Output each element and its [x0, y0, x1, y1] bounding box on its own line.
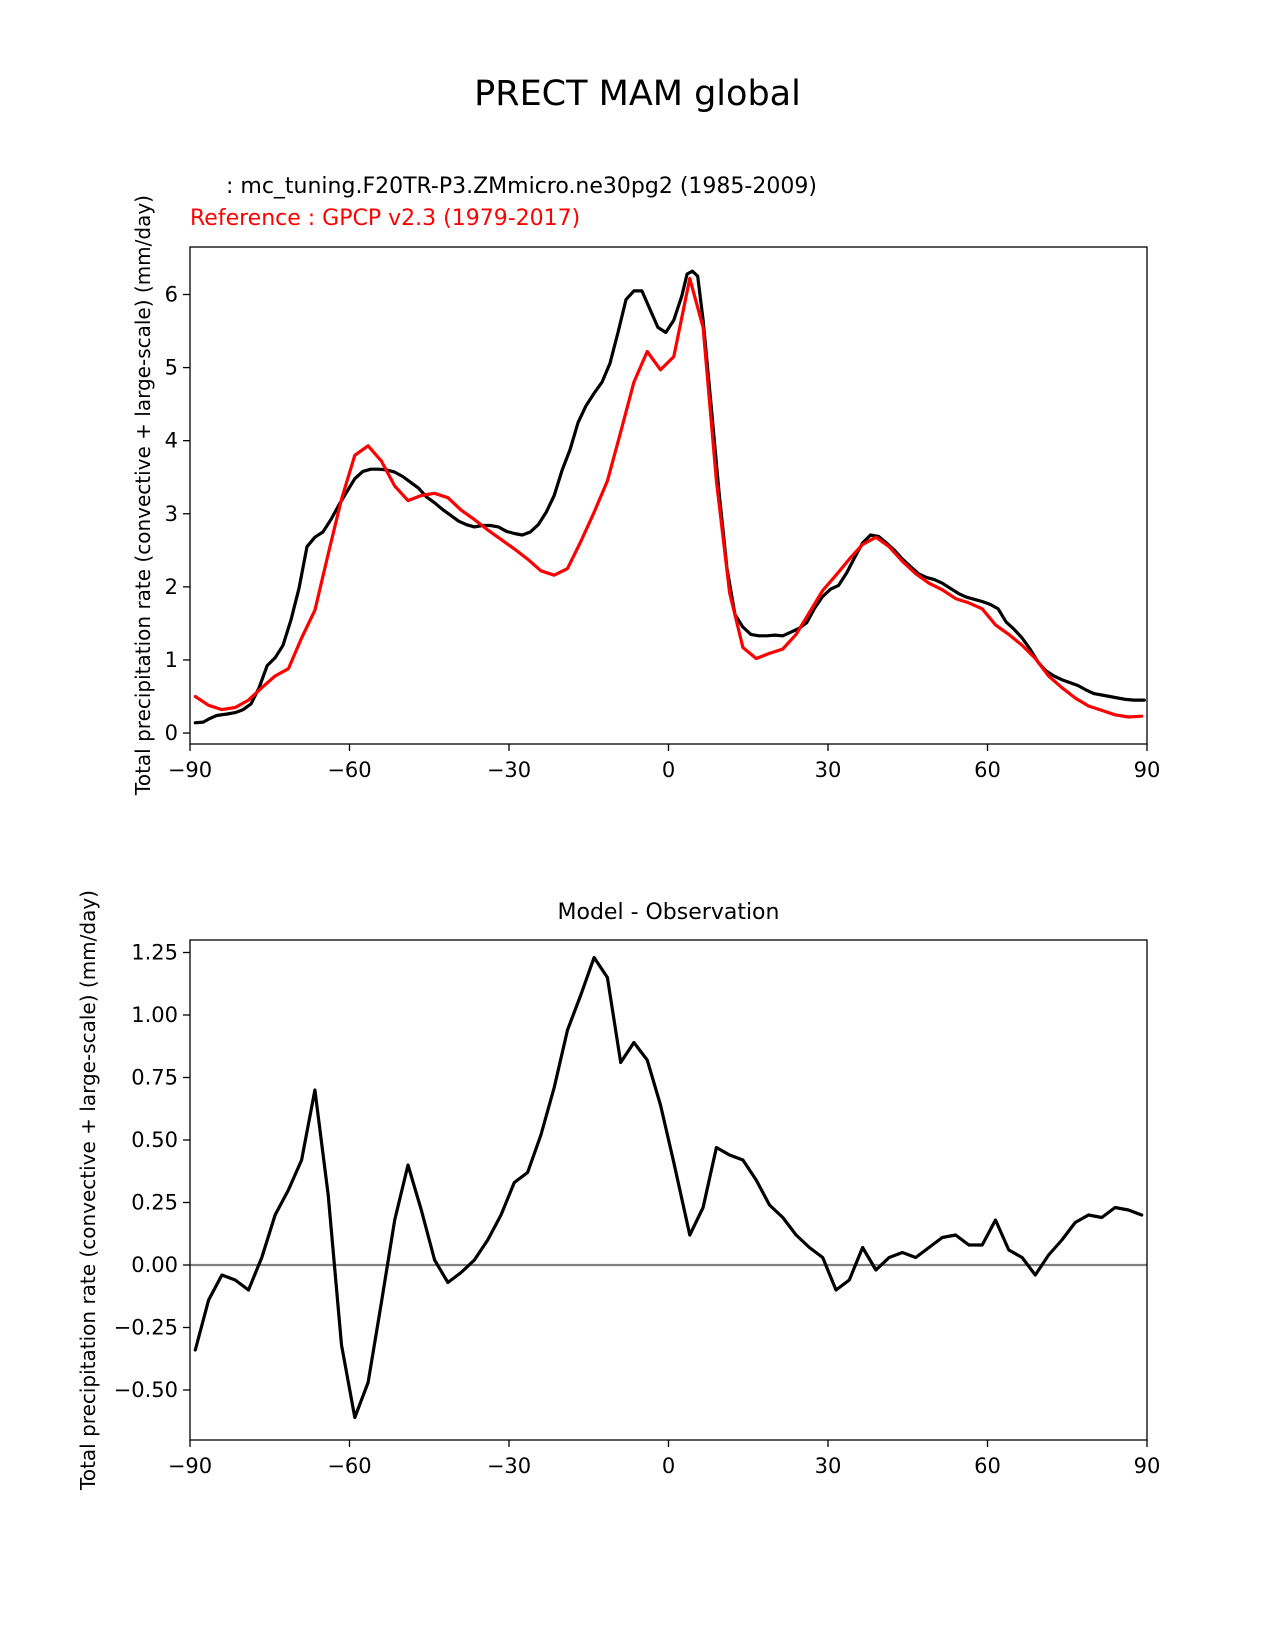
series-line-1: [193, 269, 1146, 725]
y-tick-label: 0.00: [131, 1253, 178, 1277]
x-tick-label: 90: [1134, 758, 1161, 782]
x-tick-label: −90: [168, 758, 212, 782]
y-tick-label: −0.50: [114, 1378, 178, 1402]
y-tick-label: 0.75: [131, 1066, 178, 1090]
figure-title: PRECT MAM global: [474, 74, 801, 114]
x-tick-label: −30: [487, 758, 531, 782]
series-line-2: [193, 276, 1144, 719]
y-tick-label: 2: [165, 575, 178, 599]
y-tick-label: 0.25: [131, 1191, 178, 1215]
x-tick-label: 90: [1134, 1454, 1161, 1478]
x-tick-label: 60: [974, 1454, 1001, 1478]
y-tick-label: 3: [165, 502, 178, 526]
y-axis-label: Total precipitation rate (convective + l…: [76, 890, 100, 1491]
y-tick-label: 0: [165, 721, 178, 745]
y-tick-label: 1.00: [131, 1003, 178, 1027]
y-tick-label: 1.25: [131, 941, 178, 965]
x-tick-label: 30: [815, 1454, 842, 1478]
panel-1: −90 −60 −30 0 30 60 90 0 1 2 3 4 5 6 Total precipitati…: [131, 195, 1160, 796]
test-label: : mc_tuning.F20TR-P3.ZMmicro.ne30pg2 (19…: [205, 174, 817, 199]
x-tick-label: 30: [815, 758, 842, 782]
x-tick-label: −60: [327, 1454, 371, 1478]
y-tick-label: 4: [165, 429, 178, 453]
axes-frame: [189, 939, 1148, 1441]
x-tick-label: 60: [974, 758, 1001, 782]
y-tick-label: −0.25: [114, 1316, 178, 1340]
diff-panel-title: Model - Observation: [557, 900, 780, 925]
y-tick-label: 0.50: [131, 1128, 178, 1152]
y-tick-label: 6: [165, 283, 178, 307]
y-tick-label: 1: [165, 648, 178, 672]
y-axis-label: Total precipitation rate (convective + l…: [131, 195, 155, 796]
panel-2: −90 −60 −30 0 30 60 90 −0.50 −0.25 0.00 0.25 0.50 0.…: [76, 890, 1160, 1491]
x-tick-label: 0: [662, 1454, 675, 1478]
x-tick-label: 0: [662, 758, 675, 782]
axes-frame: [189, 246, 1148, 745]
y-tick-label: 5: [165, 356, 178, 380]
series-line-1: [193, 955, 1144, 1420]
reference-label: Reference : GPCP v2.3 (1979-2017): [190, 206, 581, 231]
x-tick-label: −60: [327, 758, 371, 782]
x-tick-label: −90: [168, 1454, 212, 1478]
x-tick-label: −30: [487, 1454, 531, 1478]
